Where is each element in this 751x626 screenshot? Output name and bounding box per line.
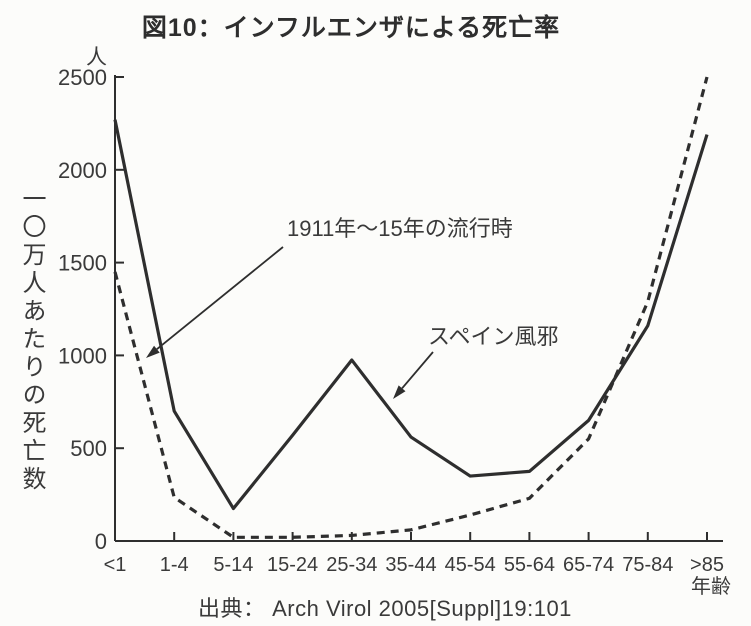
arrow-to-dashed-series bbox=[146, 246, 284, 358]
y-tick-label: 1000 bbox=[58, 343, 107, 368]
y-axis-label: 一〇万人あたりの死亡数 bbox=[18, 186, 45, 494]
x-axis-label: 年齢 bbox=[691, 576, 731, 598]
series-line-solid bbox=[113, 119, 709, 511]
x-tick-label: 35-44 bbox=[385, 554, 436, 576]
annotation-spanish-flu: スペイン風邪 bbox=[428, 324, 559, 349]
x-tick-label: 5-14 bbox=[213, 554, 253, 576]
y-tick-label: 500 bbox=[70, 436, 107, 461]
x-tick-label: <1 bbox=[104, 554, 127, 576]
arrow-to-solid-series-line bbox=[401, 351, 434, 389]
annotation-1911-epidemic: 1911年～15年の流行時 bbox=[287, 216, 513, 241]
y-tick-label: 1500 bbox=[58, 251, 107, 276]
axes bbox=[114, 75, 723, 542]
x-tick-label: 55-64 bbox=[504, 554, 555, 576]
x-tick-label: 75-84 bbox=[622, 554, 673, 576]
arrow-to-dashed-series-head bbox=[146, 345, 160, 358]
source-citation: 出典： Arch Virol 2005[Suppl]19:101 bbox=[198, 596, 572, 621]
x-tick-label: 1-4 bbox=[160, 554, 189, 576]
series-line-dashed bbox=[113, 76, 709, 539]
x-tick-label: 15-24 bbox=[267, 554, 318, 576]
y-tick-label: 0 bbox=[95, 529, 107, 554]
arrow-to-solid-series-head bbox=[393, 385, 406, 399]
y-tick-label: 2000 bbox=[58, 158, 107, 183]
chart-title: 図10：インフルエンザによる死亡率 bbox=[141, 14, 561, 42]
x-tick-label: >85 bbox=[690, 554, 724, 576]
x-tick-label: 65-74 bbox=[563, 554, 614, 576]
arrow-to-solid-series bbox=[393, 351, 434, 399]
arrow-to-dashed-series-line bbox=[156, 246, 284, 350]
x-tick-label: 25-34 bbox=[326, 554, 377, 576]
x-tick-label: 45-54 bbox=[445, 554, 496, 576]
y-axis-unit-label: 人 bbox=[86, 46, 107, 69]
y-tick-label: 2500 bbox=[58, 65, 107, 90]
